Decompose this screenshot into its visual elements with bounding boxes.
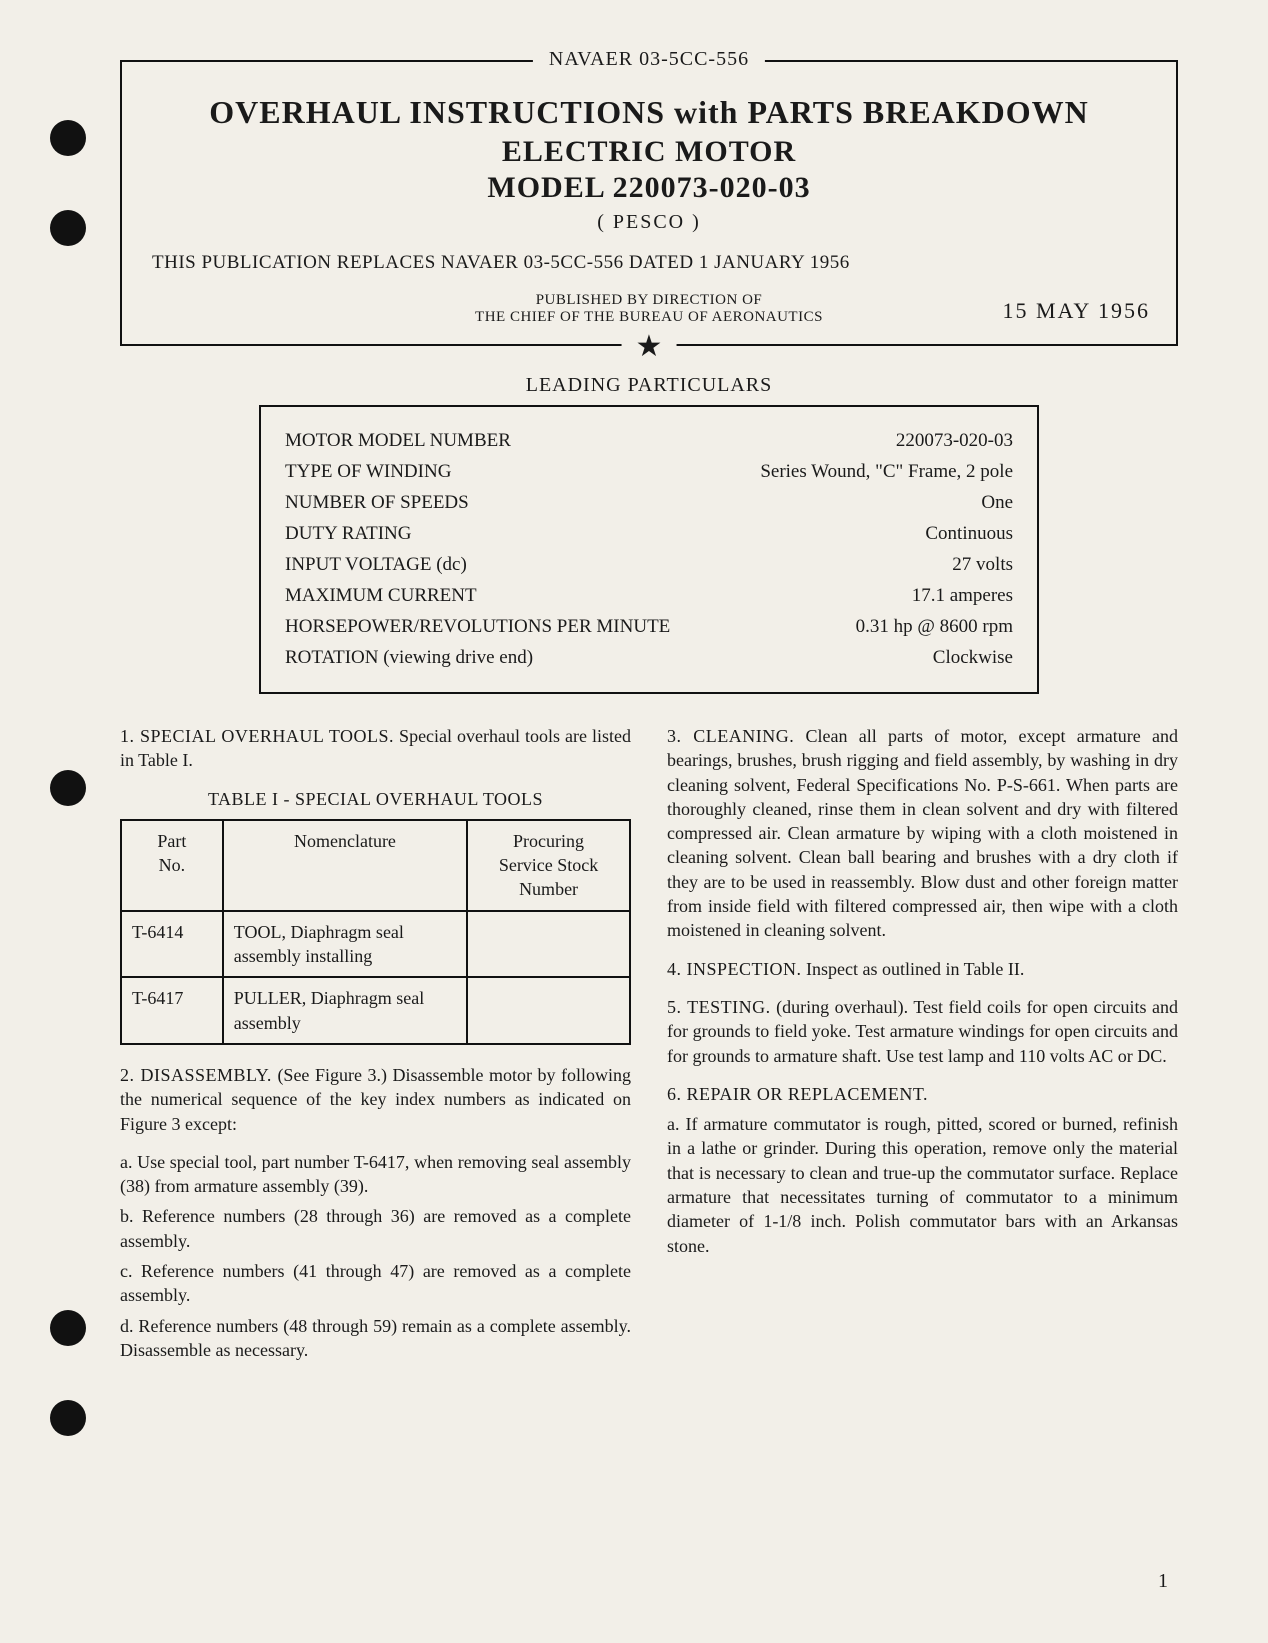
dot-leader-icon [676, 630, 849, 632]
section-head: 1. SPECIAL OVERHAUL TOOLS. [120, 726, 394, 746]
section-head: 6. REPAIR OR REPLACEMENT. [667, 1084, 928, 1104]
right-column: 3. CLEANING. Clean all parts of motor, e… [667, 724, 1178, 1368]
section-body: Clean all parts of motor, except armatur… [667, 726, 1178, 940]
dot-leader-icon [475, 506, 976, 508]
dot-leader-icon [473, 568, 947, 570]
particulars-title: LEADING PARTICULARS [120, 374, 1178, 397]
particular-row: ROTATION (viewing drive end) Clockwise [285, 647, 1013, 669]
particular-label: DUTY RATING [285, 523, 411, 545]
table-header: Procuring Service Stock Number [467, 820, 630, 911]
sub-a: a. If armature commutator is rough, pitt… [667, 1112, 1178, 1258]
published-by-2: THE CHIEF OF THE BUREAU OF AERONAUTICS [152, 309, 1146, 326]
sub-a: a. Use special tool, part number T-6417,… [120, 1150, 631, 1199]
section-head: 3. CLEANING. [667, 726, 794, 746]
page: NAVAER 03-5CC-556 OVERHAUL INSTRUCTIONS … [0, 0, 1268, 1643]
particular-label: HORSEPOWER/REVOLUTIONS PER MINUTE [285, 616, 670, 638]
tools-table: Part No. Nomenclature Procuring Service … [120, 819, 631, 1045]
table-cell [467, 977, 630, 1044]
section-head: 2. DISASSEMBLY. [120, 1065, 272, 1085]
particular-value: One [981, 492, 1013, 514]
publication-date: 15 MAY 1956 [1002, 298, 1150, 324]
particulars-box: MOTOR MODEL NUMBER 220073-020-03 TYPE OF… [259, 405, 1039, 694]
table-cell [467, 911, 630, 978]
binder-hole-icon [50, 1310, 86, 1346]
table-row: T-6414 TOOL, Diaphragm seal assembly ins… [121, 911, 630, 978]
particular-row: MOTOR MODEL NUMBER 220073-020-03 [285, 430, 1013, 452]
particular-value: 17.1 amperes [912, 585, 1013, 607]
table-header: Part No. [121, 820, 223, 911]
manufacturer: ( PESCO ) [152, 211, 1146, 234]
particular-value: 27 volts [952, 554, 1013, 576]
left-column: 1. SPECIAL OVERHAUL TOOLS. Special overh… [120, 724, 631, 1368]
table-row: T-6417 PULLER, Diaphragm seal assembly [121, 977, 630, 1044]
dot-leader-icon [457, 475, 754, 477]
particular-row: NUMBER OF SPEEDS One [285, 492, 1013, 514]
particulars-section: LEADING PARTICULARS MOTOR MODEL NUMBER 2… [120, 374, 1178, 694]
replaces-note: THIS PUBLICATION REPLACES NAVAER 03-5CC-… [152, 252, 1146, 274]
published-by-1: PUBLISHED BY DIRECTION OF [152, 292, 1146, 309]
dot-leader-icon [483, 599, 906, 601]
title-line-2: ELECTRIC MOTOR [152, 135, 1146, 169]
sub-c: c. Reference numbers (41 through 47) are… [120, 1259, 631, 1308]
table-header-row: Part No. Nomenclature Procuring Service … [121, 820, 630, 911]
page-number: 1 [1158, 1570, 1168, 1593]
particular-label: ROTATION (viewing drive end) [285, 647, 533, 669]
particular-row: TYPE OF WINDING Series Wound, "C" Frame,… [285, 461, 1013, 483]
particular-value: 220073-020-03 [896, 430, 1013, 452]
table-cell: TOOL, Diaphragm seal assembly installing [223, 911, 467, 978]
dot-leader-icon [539, 661, 927, 663]
particular-label: NUMBER OF SPEEDS [285, 492, 469, 514]
particular-label: INPUT VOLTAGE (dc) [285, 554, 467, 576]
section-6: 6. REPAIR OR REPLACEMENT. [667, 1082, 1178, 1106]
particular-label: MAXIMUM CURRENT [285, 585, 477, 607]
particular-label: MOTOR MODEL NUMBER [285, 430, 511, 452]
section-1: 1. SPECIAL OVERHAUL TOOLS. Special overh… [120, 724, 631, 773]
body-columns: 1. SPECIAL OVERHAUL TOOLS. Special overh… [120, 724, 1178, 1368]
sub-d: d. Reference numbers (48 through 59) rem… [120, 1314, 631, 1363]
section-5: 5. TESTING. (during overhaul). Test fiel… [667, 995, 1178, 1068]
doc-number: NAVAER 03-5CC-556 [533, 48, 765, 71]
table-cell: PULLER, Diaphragm seal assembly [223, 977, 467, 1044]
particular-row: MAXIMUM CURRENT 17.1 amperes [285, 585, 1013, 607]
particular-row: DUTY RATING Continuous [285, 523, 1013, 545]
dot-leader-icon [417, 537, 919, 539]
title-frame: NAVAER 03-5CC-556 OVERHAUL INSTRUCTIONS … [120, 60, 1178, 346]
table-cell: T-6417 [121, 977, 223, 1044]
particular-value: Clockwise [933, 647, 1013, 669]
particular-value: 0.31 hp @ 8600 rpm [856, 616, 1013, 638]
star-icon: ★ [622, 332, 677, 362]
table-header: Nomenclature [223, 820, 467, 911]
particular-label: TYPE OF WINDING [285, 461, 451, 483]
title-line-3: MODEL 220073-020-03 [152, 171, 1146, 205]
binder-hole-icon [50, 1400, 86, 1436]
particular-value: Series Wound, "C" Frame, 2 pole [760, 461, 1013, 483]
section-2: 2. DISASSEMBLY. (See Figure 3.) Disassem… [120, 1063, 631, 1136]
sub-b: b. Reference numbers (28 through 36) are… [120, 1204, 631, 1253]
section-4: 4. INSPECTION. Inspect as outlined in Ta… [667, 957, 1178, 981]
section-head: 4. INSPECTION. [667, 959, 802, 979]
dot-leader-icon [517, 444, 890, 446]
table-1-title: TABLE I - SPECIAL OVERHAUL TOOLS [120, 787, 631, 811]
section-3: 3. CLEANING. Clean all parts of motor, e… [667, 724, 1178, 943]
binder-hole-icon [50, 210, 86, 246]
section-body: Inspect as outlined in Table II. [802, 959, 1025, 979]
title-line-1: OVERHAUL INSTRUCTIONS with PARTS BREAKDO… [152, 94, 1146, 131]
particular-row: HORSEPOWER/REVOLUTIONS PER MINUTE 0.31 h… [285, 616, 1013, 638]
particular-row: INPUT VOLTAGE (dc) 27 volts [285, 554, 1013, 576]
particular-value: Continuous [925, 523, 1013, 545]
binder-hole-icon [50, 770, 86, 806]
table-cell: T-6414 [121, 911, 223, 978]
binder-hole-icon [50, 120, 86, 156]
section-head: 5. TESTING. [667, 997, 771, 1017]
